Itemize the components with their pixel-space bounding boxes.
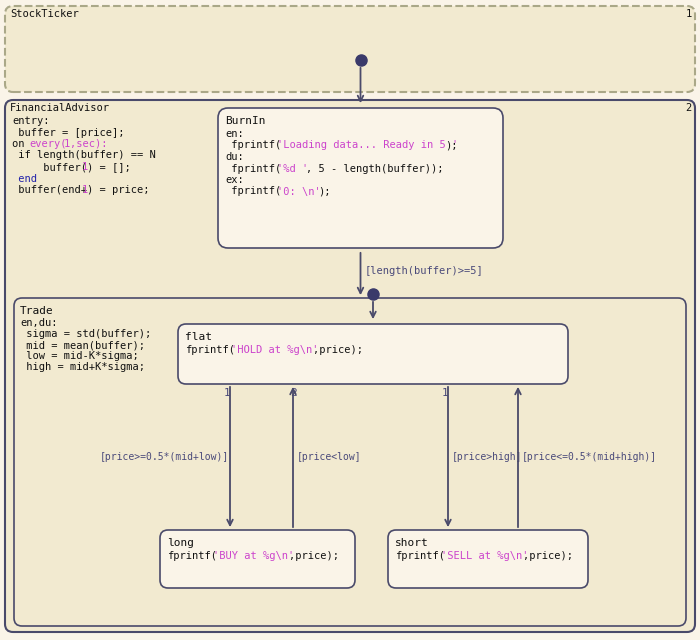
FancyBboxPatch shape xyxy=(14,298,686,626)
Text: 1: 1 xyxy=(82,162,88,172)
Text: 'Loading data... Ready in 5 ': 'Loading data... Ready in 5 ' xyxy=(277,141,458,150)
Text: [price<low]: [price<low] xyxy=(297,452,362,462)
Text: fprintf(: fprintf( xyxy=(167,551,217,561)
Text: fprintf(: fprintf( xyxy=(395,551,445,561)
Text: 1: 1 xyxy=(224,388,231,398)
Text: ) = price;: ) = price; xyxy=(88,185,150,195)
Text: fprintf(: fprintf( xyxy=(185,345,235,355)
Text: en:: en: xyxy=(225,129,244,139)
Text: ex:: ex: xyxy=(225,175,244,185)
Text: 'SELL at %g\n': 'SELL at %g\n' xyxy=(442,551,529,561)
Text: 'HOLD at %g\n': 'HOLD at %g\n' xyxy=(232,345,319,355)
Text: 'BUY at %g\n': 'BUY at %g\n' xyxy=(214,551,295,561)
Text: [price>=0.5*(mid+low)]: [price>=0.5*(mid+low)] xyxy=(100,452,230,462)
Text: low = mid-K*sigma;: low = mid-K*sigma; xyxy=(20,351,139,361)
Text: on: on xyxy=(12,139,31,149)
Text: 1: 1 xyxy=(64,139,71,149)
FancyBboxPatch shape xyxy=(5,6,695,92)
Text: 2: 2 xyxy=(290,388,297,398)
Text: buffer(end+: buffer(end+ xyxy=(12,185,87,195)
Text: [price<=0.5*(mid+high)]: [price<=0.5*(mid+high)] xyxy=(522,452,657,462)
Text: ,price);: ,price); xyxy=(289,551,339,561)
Text: 2: 2 xyxy=(686,103,692,113)
Text: fprintf(: fprintf( xyxy=(225,163,281,173)
Text: );: ); xyxy=(318,186,330,196)
Text: long: long xyxy=(167,538,194,548)
Text: ,price);: ,price); xyxy=(523,551,573,561)
Text: mid = mean(buffer);: mid = mean(buffer); xyxy=(20,340,145,350)
Text: StockTicker: StockTicker xyxy=(10,9,78,19)
Text: flat: flat xyxy=(185,332,212,342)
Text: du:: du: xyxy=(225,152,244,162)
Text: en,du:: en,du: xyxy=(20,318,57,328)
Text: [length(buffer)>=5]: [length(buffer)>=5] xyxy=(365,266,483,276)
Text: buffer(: buffer( xyxy=(12,162,87,172)
Text: fprintf(: fprintf( xyxy=(225,141,281,150)
FancyBboxPatch shape xyxy=(388,530,588,588)
Text: if length(buffer) == N: if length(buffer) == N xyxy=(12,150,155,161)
Text: ,sec):: ,sec): xyxy=(70,139,108,149)
Text: short: short xyxy=(395,538,428,548)
Text: high = mid+K*sigma;: high = mid+K*sigma; xyxy=(20,362,145,372)
Text: [price>high]: [price>high] xyxy=(452,452,522,462)
Text: FinancialAdvisor: FinancialAdvisor xyxy=(10,103,110,113)
Text: sigma = std(buffer);: sigma = std(buffer); xyxy=(20,329,151,339)
Text: every(: every( xyxy=(29,139,67,149)
Text: Trade: Trade xyxy=(20,306,54,316)
FancyBboxPatch shape xyxy=(160,530,355,588)
Text: end: end xyxy=(12,173,37,184)
Text: buffer = [price];: buffer = [price]; xyxy=(12,127,125,138)
Text: 1: 1 xyxy=(82,185,88,195)
Text: ) = [];: ) = []; xyxy=(88,162,131,172)
Text: entry:: entry: xyxy=(12,116,50,126)
FancyBboxPatch shape xyxy=(178,324,568,384)
FancyBboxPatch shape xyxy=(5,100,695,632)
Text: 1: 1 xyxy=(686,9,692,19)
Text: 1: 1 xyxy=(442,388,449,398)
Text: '%d ': '%d ' xyxy=(277,163,309,173)
Text: , 5 - length(buffer));: , 5 - length(buffer)); xyxy=(306,163,444,173)
FancyBboxPatch shape xyxy=(218,108,503,248)
Text: BurnIn: BurnIn xyxy=(225,116,265,126)
Text: '0: \n': '0: \n' xyxy=(277,186,321,196)
Text: );: ); xyxy=(445,141,458,150)
Text: fprintf(: fprintf( xyxy=(225,186,281,196)
Text: ,price);: ,price); xyxy=(313,345,363,355)
